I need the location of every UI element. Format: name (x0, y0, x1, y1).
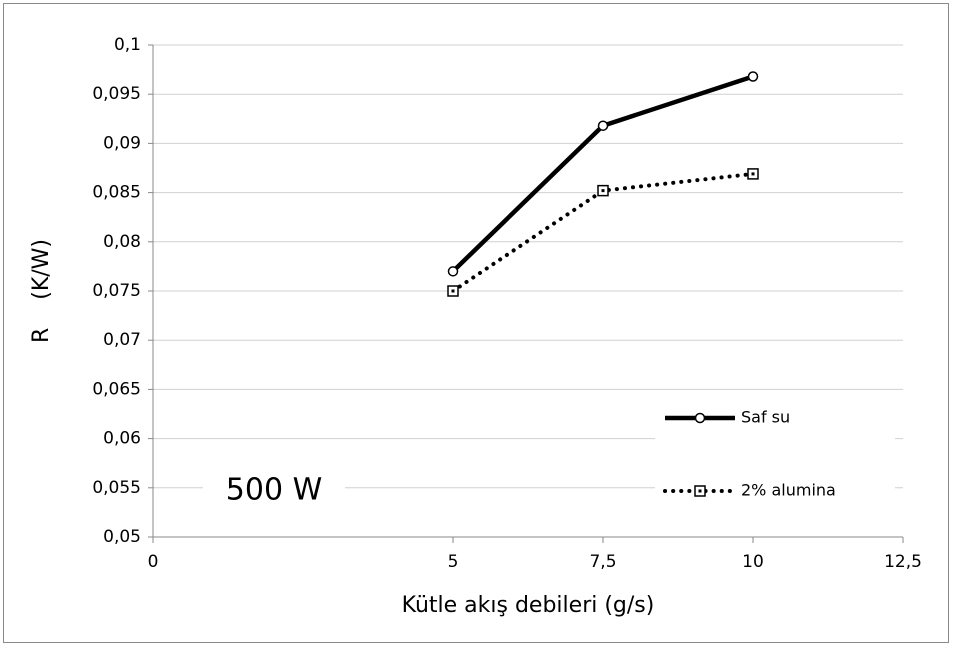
x-tick-label: 12,5 (884, 552, 922, 572)
x-tick-label: 5 (448, 552, 459, 572)
marker (747, 168, 759, 180)
marker (447, 285, 459, 297)
y-tick-label: 0,06 (103, 429, 141, 449)
y-tick-label: 0,1 (114, 35, 141, 55)
y-tick-label: 0,08 (103, 232, 141, 252)
marker (597, 184, 609, 197)
legend-label: Saf su (741, 408, 790, 427)
legend-label: 2% alumina (741, 481, 836, 500)
marker (447, 266, 459, 277)
y-tick-label: 0,05 (103, 527, 141, 547)
marker (694, 412, 706, 424)
marker (747, 71, 759, 82)
marker-dot (451, 289, 455, 293)
x-axis-label: Kütle akış debileri (g/s) (402, 593, 655, 618)
y-tick-label: 0,09 (103, 133, 141, 153)
x-tick-label: 10 (742, 552, 764, 572)
marker (597, 120, 609, 131)
x-tick-label: 0 (148, 552, 159, 572)
x-tick-label: 7,5 (589, 552, 616, 572)
annotation: 500 W (226, 473, 322, 508)
y-tick-label: 0,055 (92, 478, 141, 498)
y-tick-label: 0,085 (92, 183, 141, 203)
y-axis-label: R (K/W) (29, 239, 54, 343)
y-tick-label: 0,095 (92, 84, 141, 104)
annotation-bg (203, 467, 345, 513)
marker (694, 485, 706, 497)
y-tick-label: 0,075 (92, 281, 141, 301)
y-tick-label: 0,065 (92, 379, 141, 399)
marker-dot (698, 489, 702, 493)
marker-dot (601, 189, 605, 193)
chart-frame (3, 3, 949, 643)
marker-dot (751, 172, 755, 176)
y-tick-label: 0,07 (103, 330, 141, 350)
